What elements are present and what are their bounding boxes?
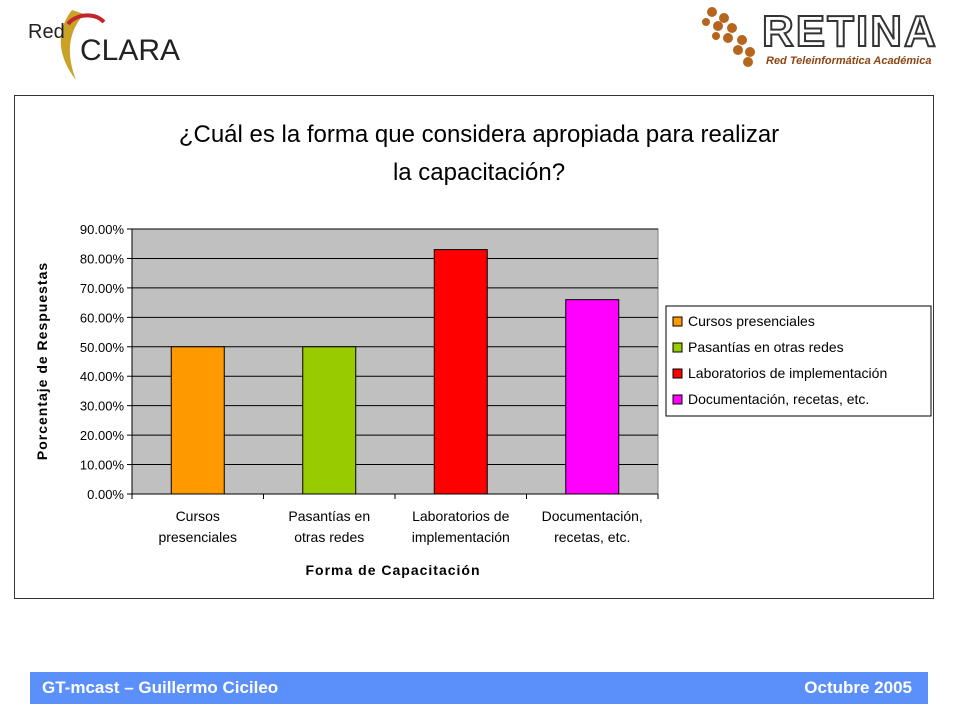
- x-tick-label: Pasantías en: [288, 508, 370, 524]
- redclara-logo: Red CLARA: [28, 10, 180, 80]
- chart-frame: ¿Cuál es la forma que considera apropiad…: [14, 95, 934, 599]
- bar: [170, 346, 225, 495]
- redclara-swoosh: [60, 10, 84, 80]
- legend-label: Cursos presenciales: [688, 313, 815, 329]
- x-tick-label: Laboratorios de: [412, 508, 510, 524]
- y-tick-label: 30.00%: [80, 399, 125, 414]
- y-tick-label: 0.00%: [87, 487, 124, 502]
- y-axis-label: Porcentaje de Respuestas: [34, 262, 50, 460]
- legend: Cursos presenciales Pasantías en otras re…: [672, 313, 887, 407]
- y-tick-label: 50.00%: [80, 340, 125, 355]
- legend-box: [665, 305, 932, 417]
- retina-logo: RETINA Red Teleinformática Académica: [702, 6, 938, 67]
- bar: [433, 249, 488, 495]
- legend-swatch: [672, 368, 683, 379]
- y-tick-label: 90.00%: [80, 222, 125, 237]
- legend-label: Documentación, recetas, etc.: [688, 391, 869, 407]
- retina-tagline: Red Teleinformática Académica: [766, 55, 931, 67]
- chart-title-line-1: ¿Cuál es la forma que considera apropiad…: [179, 121, 779, 148]
- y-tick-label: 20.00%: [80, 428, 125, 443]
- x-tick-label: implementación: [412, 529, 510, 545]
- legend-swatch: [672, 342, 683, 353]
- retina-dots-icon: [702, 7, 755, 67]
- redclara-word-clara: CLARA: [80, 34, 180, 67]
- x-tick-label: recetas, etc.: [554, 529, 630, 545]
- x-tick-labels: Cursos presenciales Pasantías en otras rede…: [158, 508, 642, 545]
- footer-author: GT-mcast – Guillermo Cicileo: [42, 678, 279, 697]
- bar-chart: ¿Cuál es la forma que considera apropiad…: [34, 121, 932, 578]
- y-tick-label: 60.00%: [80, 310, 125, 325]
- bar: [302, 346, 357, 495]
- legend-swatch: [672, 394, 683, 405]
- y-tick-label: 40.00%: [80, 369, 125, 384]
- legend-label: Pasantías en otras redes: [688, 339, 844, 355]
- x-tick-label: presenciales: [158, 529, 237, 545]
- footer-bar: GT-mcast – Guillermo Cicileo Octubre 200…: [30, 672, 928, 704]
- chart-title-line-2: la capacitación?: [393, 159, 565, 186]
- footer-date: Octubre 2005: [804, 678, 912, 697]
- x-tick-label: Documentación,: [542, 508, 643, 524]
- axes: [127, 228, 659, 499]
- y-tick-label: 10.00%: [80, 458, 125, 473]
- x-axis-label: Forma de Capacitación: [305, 562, 480, 578]
- legend-label: Laboratorios de implementación: [688, 365, 887, 381]
- y-tick-labels: 0.00% 10.00% 20.00% 30.00% 40.00% 50.00% 60.00…: [80, 222, 125, 502]
- y-tick-label: 80.00%: [80, 251, 125, 266]
- x-tick-label: otras redes: [294, 529, 364, 545]
- y-tick-label: 70.00%: [80, 281, 125, 296]
- bar: [565, 299, 620, 495]
- retina-word: RETINA: [762, 7, 938, 56]
- redclara-word-red: Red: [28, 21, 65, 43]
- x-tick-label: Cursos: [176, 508, 220, 524]
- legend-swatch: [672, 316, 683, 327]
- bars: [170, 249, 620, 495]
